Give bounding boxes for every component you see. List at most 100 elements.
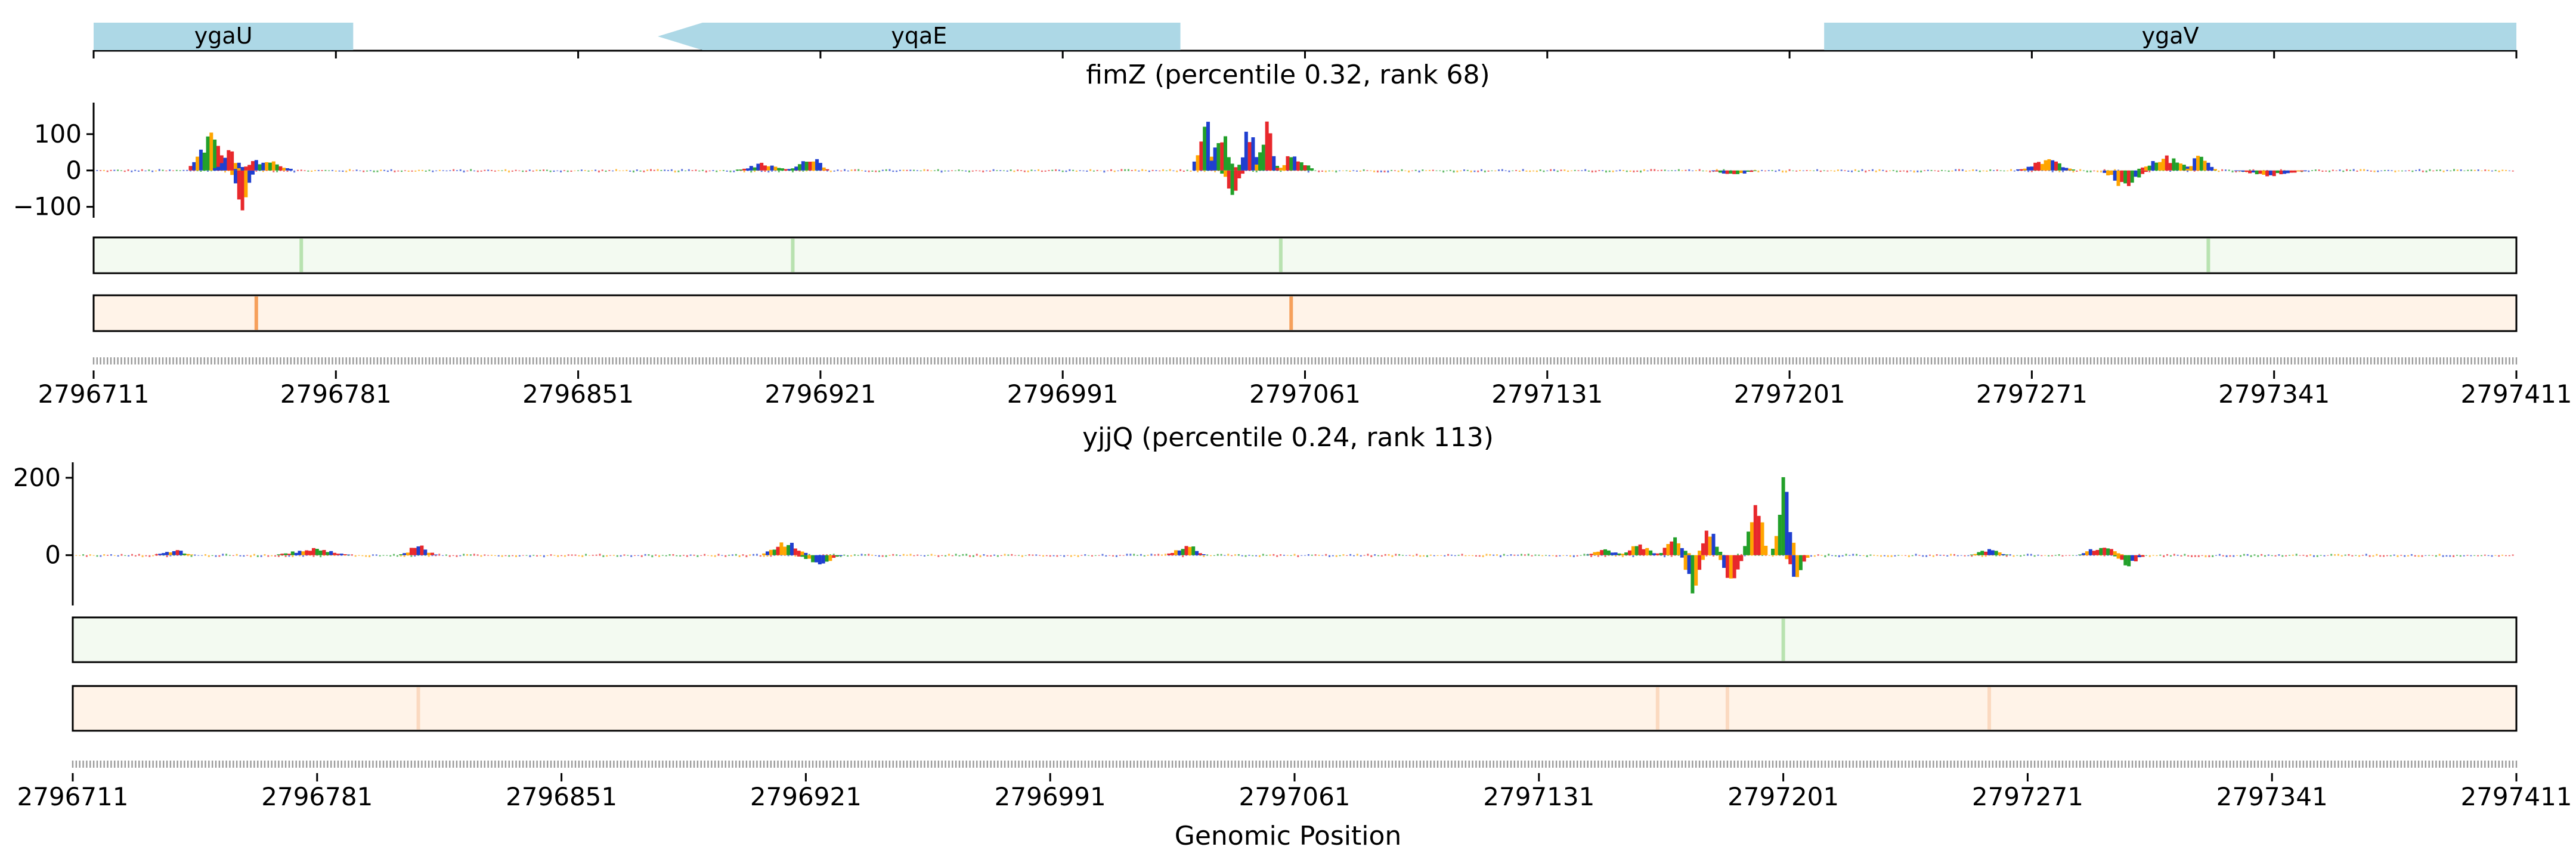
sequence-base — [2212, 761, 2213, 768]
logo-letter — [1923, 170, 1925, 171]
sequence-base — [1619, 357, 1621, 364]
logo-letter — [2005, 554, 2009, 555]
sequence-base — [896, 357, 897, 364]
sequence-base — [742, 761, 744, 768]
logo-letter — [1652, 553, 1656, 555]
sequence-base — [2390, 761, 2392, 768]
orange-track-mark — [254, 296, 258, 330]
logo-letter — [2241, 170, 2245, 172]
logo-letter — [1196, 155, 1200, 171]
logo-letter — [1788, 169, 1791, 171]
logo-letter — [430, 552, 434, 555]
logo-letter — [2251, 170, 2255, 173]
sequence-base — [1600, 761, 1603, 768]
logo-letter — [508, 555, 510, 557]
logo-letter — [1729, 170, 1733, 174]
logo-letter — [2321, 170, 2324, 172]
logo-peak — [2016, 159, 2076, 171]
sequence-base — [602, 761, 605, 768]
sequence-base — [1782, 357, 1784, 364]
logo-letter — [992, 169, 995, 171]
sequence-base — [1918, 761, 1921, 768]
logo-letter — [92, 555, 95, 556]
logo-letter — [585, 554, 587, 556]
sequence-base — [969, 761, 971, 768]
logo-letter — [996, 170, 998, 171]
sequence-base — [487, 357, 489, 364]
logo-letter — [2477, 169, 2479, 171]
sequence-base — [2311, 357, 2313, 364]
logo-letter — [216, 166, 220, 171]
logo-letter — [2062, 170, 2064, 172]
logo-letter — [588, 555, 590, 556]
sequence-base — [1003, 357, 1005, 364]
sequence-base — [2277, 357, 2278, 364]
logo-letter — [2044, 555, 2046, 556]
logo-letter — [1450, 554, 1453, 556]
logo-letter — [821, 555, 825, 564]
logo-letter — [2193, 170, 2196, 172]
logo-letter — [329, 551, 333, 555]
sequence-base — [476, 761, 479, 768]
logo-letter — [2309, 554, 2312, 556]
logo-letter — [283, 170, 285, 172]
sequence-base — [1546, 357, 1548, 364]
logo-letter — [399, 554, 403, 555]
logo-letter — [2435, 555, 2437, 557]
logo-letter — [1024, 555, 1027, 556]
logo-letter — [1268, 133, 1272, 171]
sequence-base — [480, 761, 482, 768]
logo-letter — [535, 169, 538, 171]
sequence-base — [965, 357, 967, 364]
logo-letter — [333, 555, 336, 557]
logo-letter — [1096, 169, 1098, 171]
logo-letter — [1265, 121, 1269, 171]
logo-letter — [620, 555, 622, 557]
y-tick-label: 0 — [45, 540, 61, 570]
logo-letter — [1950, 554, 1952, 556]
sequence-base — [1789, 761, 1791, 768]
logo-letter — [616, 555, 618, 557]
sequence-base — [882, 357, 884, 364]
logo-letter — [2185, 168, 2190, 171]
sequence-base — [1301, 357, 1302, 364]
logo-letter — [1694, 555, 1698, 586]
logo-letter — [1685, 169, 1687, 171]
logo-letter — [1809, 170, 1812, 171]
sequence-base — [2259, 357, 2261, 364]
sequence-base — [1110, 357, 1112, 364]
sequence-base — [721, 761, 723, 768]
logo-letter — [2027, 170, 2030, 172]
logo-letter — [571, 554, 573, 556]
logo-letter — [459, 169, 462, 171]
sequence-base — [2207, 357, 2209, 364]
logo-letter — [1061, 170, 1064, 172]
logo-letter — [2255, 170, 2259, 175]
logo-letter — [2099, 548, 2103, 555]
sequence-base — [1157, 761, 1159, 768]
logo-letter — [1894, 555, 1896, 557]
logo-letter — [1020, 170, 1023, 171]
sequence-base — [1346, 761, 1348, 768]
sequence-base — [1993, 357, 1995, 364]
logo-letter — [1915, 554, 1917, 556]
sequence-base — [1394, 357, 1396, 364]
sequence-base — [290, 357, 292, 364]
sequence-base — [376, 761, 377, 768]
logo-letter — [2086, 170, 2088, 172]
logo-letter — [1936, 554, 1938, 556]
logo-letter — [1725, 170, 1729, 174]
logo-letter — [700, 555, 702, 556]
sequence-base — [215, 761, 217, 768]
sequence-base — [927, 761, 929, 768]
sequence-base — [1154, 761, 1156, 768]
sequence-base — [979, 761, 982, 768]
logo-letter — [1628, 550, 1632, 555]
logo-letter — [1247, 142, 1252, 171]
logo-letter — [230, 170, 234, 175]
sequence-base — [1501, 357, 1503, 364]
logo-letter — [1113, 170, 1116, 172]
logo-letter — [168, 552, 172, 555]
sequence-base — [2436, 357, 2438, 364]
sequence-base — [2351, 761, 2354, 768]
